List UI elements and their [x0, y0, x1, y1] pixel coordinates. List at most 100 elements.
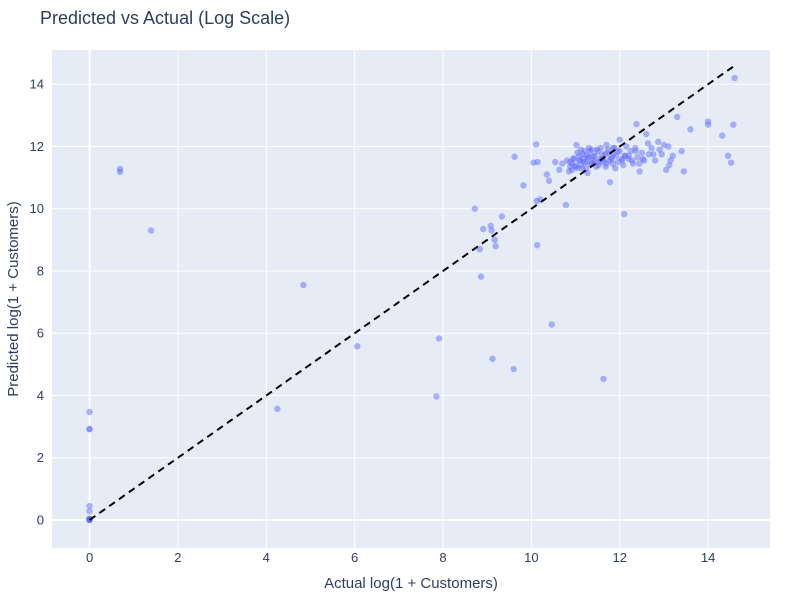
data-point [612, 165, 619, 172]
x-tick-label: 14 [701, 550, 715, 565]
data-point [606, 179, 614, 186]
y-tick-label: 4 [37, 388, 44, 403]
data-point [86, 508, 93, 515]
y-tick-label: 8 [37, 263, 44, 278]
data-point [650, 151, 657, 158]
data-point [620, 161, 627, 169]
x-tick-label: 12 [613, 550, 627, 565]
x-tick-label: 10 [524, 550, 538, 565]
data-point [574, 149, 581, 156]
tick-labels: 0 2 4 6 8 10 12 14 0 2 4 6 8 10 12 14 [30, 77, 716, 565]
x-axis-title: Actual log(1 + Customers) [324, 575, 498, 592]
data-point [602, 163, 609, 170]
data-point [638, 149, 646, 156]
x-tick-label: 6 [351, 550, 358, 565]
data-point [719, 132, 726, 139]
data-point [616, 136, 623, 143]
data-point [579, 151, 586, 158]
data-point [600, 375, 607, 383]
grid [52, 50, 770, 548]
y-tick-label: 2 [37, 450, 44, 465]
x-tick-label: 4 [263, 550, 270, 565]
data-point [477, 273, 485, 280]
data-point [274, 405, 281, 413]
data-point [609, 160, 616, 167]
data-point [656, 146, 663, 153]
data-point [669, 152, 676, 160]
data-point [476, 246, 483, 253]
data-point [724, 152, 732, 160]
data-point [300, 281, 307, 289]
data-point [147, 227, 155, 234]
data-point [543, 171, 551, 178]
plot-background [52, 50, 770, 548]
data-point [556, 166, 563, 174]
data-point [623, 143, 630, 150]
data-point [621, 152, 629, 160]
data-point [678, 147, 685, 155]
data-point [582, 165, 590, 172]
data-point [435, 335, 443, 342]
data-point [687, 126, 694, 133]
data-point [585, 144, 593, 152]
data-point [533, 241, 541, 249]
data-point [584, 154, 592, 161]
data-point [570, 155, 578, 163]
data-point [591, 157, 599, 164]
data-point [86, 425, 93, 433]
data-point [616, 147, 623, 155]
data-point [704, 121, 712, 128]
data-point [639, 155, 646, 163]
data-points [86, 74, 738, 524]
data-point [633, 120, 640, 128]
data-point [662, 166, 670, 174]
data-point [655, 138, 662, 146]
data-point [730, 121, 737, 128]
data-point [636, 168, 643, 175]
data-point [489, 355, 496, 362]
data-point [520, 182, 527, 189]
y-tick-label: 10 [30, 201, 44, 216]
data-point [595, 161, 602, 169]
data-point [548, 321, 555, 328]
data-point [645, 151, 653, 158]
data-point [480, 225, 487, 233]
x-tick-label: 2 [174, 550, 181, 565]
data-point [581, 158, 588, 166]
data-point [593, 146, 600, 153]
data-point [607, 154, 615, 161]
data-point [471, 205, 479, 212]
data-point [674, 113, 681, 121]
y-tick-label: 14 [30, 77, 44, 92]
data-point [488, 227, 495, 234]
data-point [643, 130, 650, 138]
data-point [644, 140, 652, 147]
data-point [534, 158, 541, 166]
data-point [604, 149, 611, 156]
y-tick-label: 0 [37, 512, 44, 527]
data-point [559, 160, 566, 167]
data-point [651, 157, 659, 164]
data-point [632, 147, 639, 155]
data-point [660, 141, 668, 149]
chart-title: Predicted vs Actual (Log Scale) [40, 8, 290, 28]
x-tick-label: 8 [439, 550, 446, 565]
data-point [603, 141, 610, 149]
x-tick-label: 0 [86, 550, 93, 565]
data-point [636, 160, 643, 167]
data-point [510, 365, 517, 373]
data-point [648, 144, 655, 152]
data-point [552, 158, 559, 166]
y-tick-label: 12 [30, 139, 44, 154]
data-point [498, 213, 505, 220]
data-point [620, 210, 628, 218]
data-point [727, 159, 735, 166]
data-point [680, 168, 688, 175]
data-point [433, 393, 440, 400]
data-point [562, 201, 570, 209]
data-point [533, 141, 540, 148]
data-point [116, 168, 124, 176]
data-point [573, 141, 580, 149]
